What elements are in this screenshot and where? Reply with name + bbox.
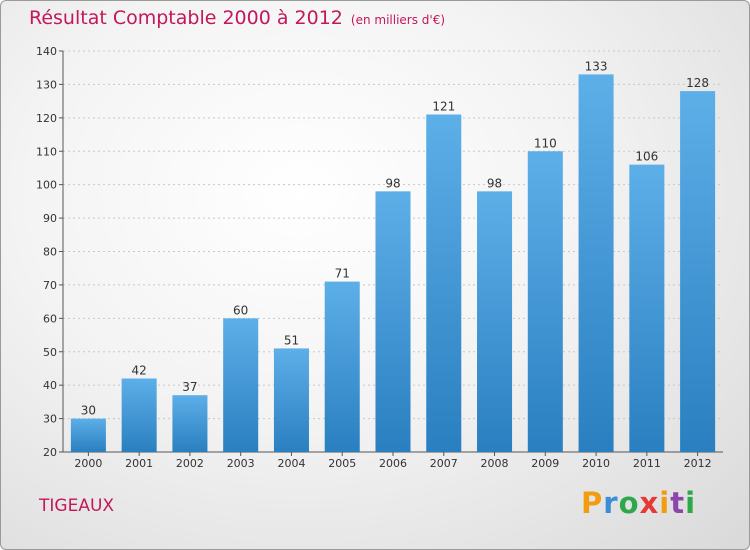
proxiti-logo[interactable]: Proxiti bbox=[581, 486, 696, 520]
value-label-2002: 37 bbox=[182, 380, 197, 394]
x-tick-label-2009: 2009 bbox=[531, 457, 559, 470]
logo-letter: P bbox=[581, 486, 604, 520]
y-tick-label: 40 bbox=[43, 379, 57, 392]
value-label-2007: 121 bbox=[432, 99, 455, 113]
y-tick-label: 80 bbox=[43, 246, 57, 259]
value-label-2000: 30 bbox=[81, 404, 96, 418]
x-tick-label-2004: 2004 bbox=[277, 457, 305, 470]
x-tick-label-2006: 2006 bbox=[379, 457, 407, 470]
value-label-2011: 106 bbox=[635, 150, 658, 164]
x-tick-label-2005: 2005 bbox=[328, 457, 356, 470]
logo-letter: o bbox=[618, 486, 640, 520]
bar-2011 bbox=[629, 164, 665, 452]
x-tick-label-2012: 2012 bbox=[684, 457, 712, 470]
value-label-2004: 51 bbox=[284, 333, 299, 347]
x-tick-label-2000: 2000 bbox=[74, 457, 102, 470]
y-tick-label: 30 bbox=[43, 413, 57, 426]
logo-letter: x bbox=[639, 486, 660, 520]
logo-letter: i bbox=[659, 486, 671, 520]
bar-2005 bbox=[324, 281, 360, 452]
value-label-2009: 110 bbox=[534, 136, 557, 150]
labels: 30 2000 42 2001 37 2002 60 2003 51 2004 71 2005 98 20… bbox=[74, 59, 711, 470]
value-label-2003: 60 bbox=[233, 303, 248, 317]
bar-2006 bbox=[375, 191, 411, 452]
bar-2004 bbox=[273, 348, 309, 452]
y-tick-label: 140 bbox=[36, 45, 57, 58]
bar-2009 bbox=[527, 151, 563, 452]
bar-2000 bbox=[70, 418, 106, 452]
x-tick-label-2002: 2002 bbox=[176, 457, 204, 470]
value-label-2012: 128 bbox=[686, 76, 709, 90]
chart-title-text: Résultat Comptable 2000 à 2012 bbox=[29, 7, 343, 29]
value-label-2005: 71 bbox=[335, 267, 350, 281]
value-label-2001: 42 bbox=[132, 363, 147, 377]
value-label-2006: 98 bbox=[385, 176, 400, 190]
y-tick-label: 130 bbox=[36, 78, 57, 91]
bar-2007 bbox=[426, 114, 462, 452]
bar-2001 bbox=[121, 378, 157, 452]
y-tick-label: 60 bbox=[43, 312, 57, 325]
bar-2002 bbox=[172, 395, 208, 452]
y-tick-label: 120 bbox=[36, 112, 57, 125]
value-label-2010: 133 bbox=[585, 59, 608, 73]
value-label-2008: 98 bbox=[487, 176, 502, 190]
x-tick-label-2007: 2007 bbox=[430, 457, 458, 470]
x-tick-label-2003: 2003 bbox=[227, 457, 255, 470]
y-tick-label: 90 bbox=[43, 212, 57, 225]
y-tick-label: 50 bbox=[43, 346, 57, 359]
y-tick-label: 110 bbox=[36, 145, 57, 158]
bar-2003 bbox=[223, 318, 259, 452]
location-name: TIGEAUX bbox=[39, 496, 115, 516]
chart-unit: (en milliers d'€) bbox=[350, 13, 446, 27]
x-tick-label-2011: 2011 bbox=[633, 457, 661, 470]
x-tick-label-2008: 2008 bbox=[481, 457, 509, 470]
bar-2008 bbox=[477, 191, 513, 452]
bar-2012 bbox=[680, 91, 716, 452]
logo-letter: i bbox=[685, 486, 697, 520]
x-tick-label-2010: 2010 bbox=[582, 457, 610, 470]
bar-2010 bbox=[578, 74, 614, 453]
y-tick-label: 20 bbox=[43, 446, 57, 459]
y-tick-label: 70 bbox=[43, 279, 57, 292]
x-tick-label-2001: 2001 bbox=[125, 457, 153, 470]
logo-letter: r bbox=[603, 486, 619, 520]
logo-letter: t bbox=[670, 486, 686, 520]
y-tick-label: 100 bbox=[36, 179, 57, 192]
bars bbox=[70, 74, 716, 453]
chart-title: Résultat Comptable 2000 à 2012 (en millie… bbox=[29, 7, 445, 29]
